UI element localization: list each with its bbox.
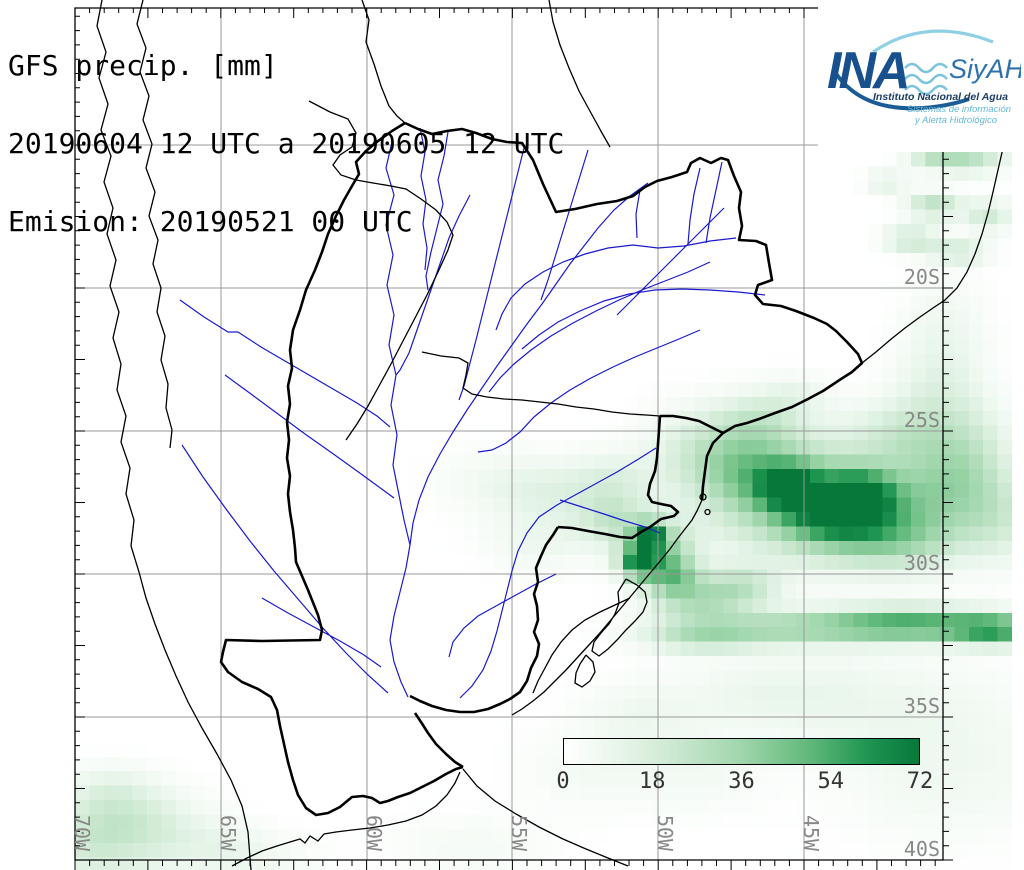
river-uruguay-negro-jacui — [448, 447, 661, 699]
logo-product: SiyAH — [949, 54, 1021, 84]
ina-siyah-logo: INA SiyAH Instituto Nacional del Agua Si… — [818, 0, 1024, 152]
colorbar-gradient — [563, 738, 920, 765]
product-title: GFS precip. [mm] — [8, 49, 278, 82]
graticule-gridlines — [75, 8, 943, 860]
lon-label-45W: 45W — [799, 814, 823, 852]
logo-tagline-1: Sistemas de información — [907, 104, 1011, 115]
rio-de-la-plata-shores — [409, 694, 511, 769]
coastline-thin — [231, 91, 1013, 867]
rivers-upper-tributaries — [395, 127, 766, 453]
lat-label-25S: 25S — [903, 408, 940, 432]
andes-borders — [96, 0, 252, 870]
title-block: GFS precip. [mm] 20190604 12 UTC a 20190… — [8, 1, 564, 287]
lat-label-20S: 20S — [903, 265, 940, 289]
rivers-chaco-pampas — [179, 299, 395, 694]
lon-label-50W: 50W — [653, 814, 677, 852]
logo-dark-arc — [831, 67, 970, 111]
lat-label-40S: 40S — [903, 837, 940, 861]
lon-label-60W: 60W — [362, 814, 386, 852]
lon-label-65W: 65W — [216, 814, 240, 852]
basin-boundary-west-south — [219, 121, 464, 817]
uruguay-brazil-border — [532, 597, 631, 694]
logo-org-name: Instituto Nacional del Agua — [873, 91, 1008, 103]
valid-period: 20190604 12 UTC a 20190605 12 UTC — [8, 127, 565, 160]
precipitation-colorbar: 0 18 36 54 72 — [556, 738, 933, 798]
colorbar-tick-72: 72 — [906, 769, 934, 794]
emission-time: Emision: 20190521 00 UTC — [8, 205, 413, 238]
basin-boundary — [219, 121, 864, 817]
colorbar-tick-0: 0 — [556, 769, 570, 794]
lat-label-35S: 35S — [903, 694, 940, 718]
basin-boundary-uruguay-cut — [509, 414, 724, 701]
colorbar-tick-18: 18 — [639, 769, 666, 794]
bolivia-paraguay-borders — [308, 0, 661, 441]
logo-light-arc — [872, 29, 994, 54]
lon-label-55W: 55W — [507, 814, 531, 852]
lon-label-70W: 70W — [70, 814, 94, 852]
lat-label-30S: 30S — [903, 551, 940, 575]
basin-boundary-north-east — [404, 121, 864, 501]
thin-borders-and-coast — [96, 0, 1013, 870]
logo-acronym: INA — [827, 42, 908, 100]
river-parana-paraguay — [385, 141, 649, 698]
colorbar-tick-54: 54 — [817, 769, 845, 794]
logo-tagline-2: y Alerta Hidrológico — [914, 115, 997, 126]
logo-waves-icon — [904, 62, 948, 96]
colorbar-tick-36: 36 — [728, 769, 755, 794]
